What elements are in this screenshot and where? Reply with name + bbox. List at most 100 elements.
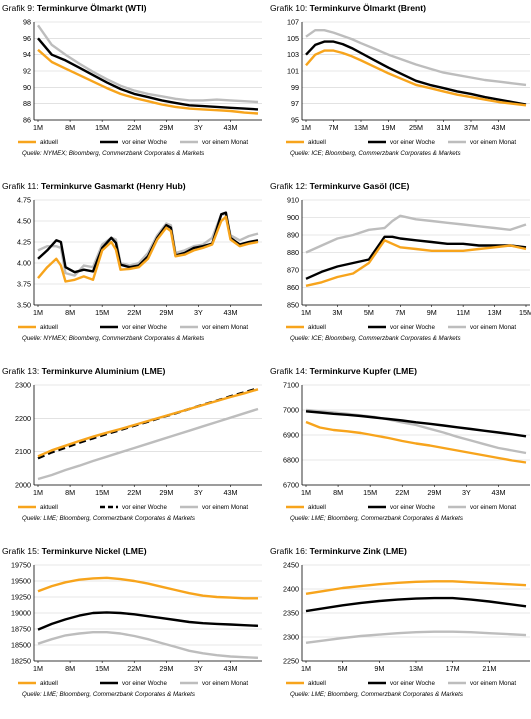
y-tick-label: 4.25 [17, 238, 31, 247]
legend-label: vor einer Woche [390, 139, 435, 146]
chart-title: Grafik 11: Terminkurve Gasmarkt (Henry H… [2, 181, 186, 191]
y-tick-label: 4.75 [17, 196, 31, 205]
chart-title-prefix: Grafik 13: [2, 366, 42, 376]
chart-title-text: Terminkurve Gasöl (ICE) [310, 181, 410, 191]
x-tick-label: 15M [95, 664, 109, 673]
x-tick-label: 9M [374, 664, 384, 673]
legend-label: vor einer Woche [390, 504, 435, 511]
x-tick-label: 13M [354, 123, 368, 132]
y-tick-label: 97 [291, 99, 299, 108]
y-tick-label: 6900 [283, 431, 299, 440]
y-tick-label: 900 [287, 213, 299, 222]
chart-title-prefix: Grafik 15: [2, 546, 42, 556]
series-line-aktuell [37, 48, 259, 115]
x-tick-label: 8M [65, 488, 75, 497]
y-tick-label: 98 [23, 18, 31, 27]
x-tick-label: 22M [127, 488, 141, 497]
series-line-aktuell [305, 580, 527, 595]
chart-title-prefix: Grafik 9: [2, 3, 37, 13]
y-tick-label: 99 [291, 83, 299, 92]
chart-title-text: Terminkurve Zink (LME) [310, 546, 407, 556]
series-line-monat [37, 24, 259, 104]
chart-panel-13: Grafik 13: Terminkurve Aluminium (LME) 20… [2, 366, 262, 522]
x-tick-label: 1M [33, 488, 43, 497]
chart-title: Grafik 9: Terminkurve Ölmarkt (WTI) [2, 3, 147, 13]
y-tick-label: 96 [23, 34, 31, 43]
x-tick-label: 3Y [194, 308, 203, 317]
y-tick-label: 2450 [283, 561, 299, 570]
series-line-woche [305, 40, 527, 106]
x-tick-label: 13M [488, 308, 502, 317]
x-tick-label: 15M [363, 488, 377, 497]
x-tick-label: 1M [33, 664, 43, 673]
legend-label: aktuell [308, 680, 326, 687]
y-tick-label: 860 [287, 283, 299, 292]
y-tick-label: 103 [287, 50, 299, 59]
chart-panel-10: Grafik 10: Terminkurve Ölmarkt (Brent) 95… [270, 3, 530, 157]
chart-title-prefix: Grafik 12: [270, 181, 310, 191]
y-tick-label: 88 [23, 99, 31, 108]
x-tick-label: 19M [382, 123, 396, 132]
series-line-woche [305, 235, 527, 280]
series-line-aktuell [37, 576, 258, 600]
legend-label: vor einer Woche [390, 324, 435, 331]
x-tick-label: 1M [33, 308, 43, 317]
x-tick-label: 9M [427, 308, 437, 317]
series-line-monat [37, 631, 259, 659]
y-tick-label: 6800 [283, 456, 299, 465]
y-tick-label: 7000 [283, 406, 299, 415]
chart-title-text: Terminkurve Ölmarkt (WTI) [37, 3, 147, 13]
legend-label: vor einer Woche [122, 139, 167, 146]
x-tick-label: 1M [301, 308, 311, 317]
series-line-aktuell [37, 388, 259, 458]
y-tick-label: 7100 [283, 381, 299, 390]
series-line-woche [305, 596, 527, 613]
legend-label: aktuell [308, 504, 326, 511]
legend-label: aktuell [40, 504, 58, 511]
x-tick-label: 5M [364, 308, 374, 317]
legend-label: aktuell [40, 324, 58, 331]
chart-title-text: Terminkurve Kupfer (LME) [310, 366, 417, 376]
source-note: Quelle: ICE; Bloomberg, Commerzbank Corp… [290, 150, 461, 157]
x-tick-label: 1M [301, 488, 311, 497]
x-tick-label: 43M [224, 664, 238, 673]
y-tick-label: 92 [23, 67, 31, 76]
chart-panel-16: Grafik 16: Terminkurve Zink (LME) 2250 230… [270, 546, 530, 698]
x-tick-label: 8M [65, 123, 75, 132]
series-line-woche [305, 410, 527, 438]
x-tick-label: 25M [409, 123, 423, 132]
x-tick-label: 3Y [194, 664, 203, 673]
source-note: Quelle: NYMEX; Bloomberg, Commerzbank Co… [22, 335, 204, 342]
y-tick-label: 3.50 [17, 301, 31, 310]
legend-label: vor einem Monat [202, 680, 248, 687]
x-tick-label: 29M [427, 488, 441, 497]
legend-label: vor einem Monat [470, 139, 516, 146]
x-tick-label: 37M [464, 123, 478, 132]
legend-label: vor einer Woche [122, 324, 167, 331]
x-tick-label: 1M [33, 123, 43, 132]
series-line-aktuell [305, 420, 527, 464]
x-tick-label: 31M [437, 123, 451, 132]
y-tick-label: 86 [23, 116, 31, 125]
y-tick-label: 2100 [15, 447, 31, 456]
x-tick-label: 22M [395, 488, 409, 497]
source-note: Quelle: LME; Bloomberg, Commerzbank Corp… [22, 691, 195, 698]
chart-title: Grafik 14: Terminkurve Kupfer (LME) [270, 366, 417, 376]
y-tick-label: 2300 [283, 633, 299, 642]
x-tick-label: 13M [409, 664, 423, 673]
y-tick-label: 870 [287, 266, 299, 275]
x-tick-label: 43M [492, 123, 506, 132]
y-tick-label: 2200 [15, 414, 31, 423]
x-tick-label: 29M [159, 308, 173, 317]
x-tick-label: 15M [519, 308, 531, 317]
legend-label: vor einer Woche [390, 680, 435, 687]
y-tick-label: 2400 [283, 585, 299, 594]
source-note: Quelle: LME; Bloomberg, Commerzbank Corp… [22, 515, 195, 522]
chart-title-prefix: Grafik 11: [2, 181, 41, 191]
series-line-woche [37, 611, 259, 631]
y-tick-label: 95 [291, 116, 299, 125]
y-tick-label: 850 [287, 301, 299, 310]
y-tick-label: 105 [287, 34, 299, 43]
x-tick-label: 17M [446, 664, 460, 673]
